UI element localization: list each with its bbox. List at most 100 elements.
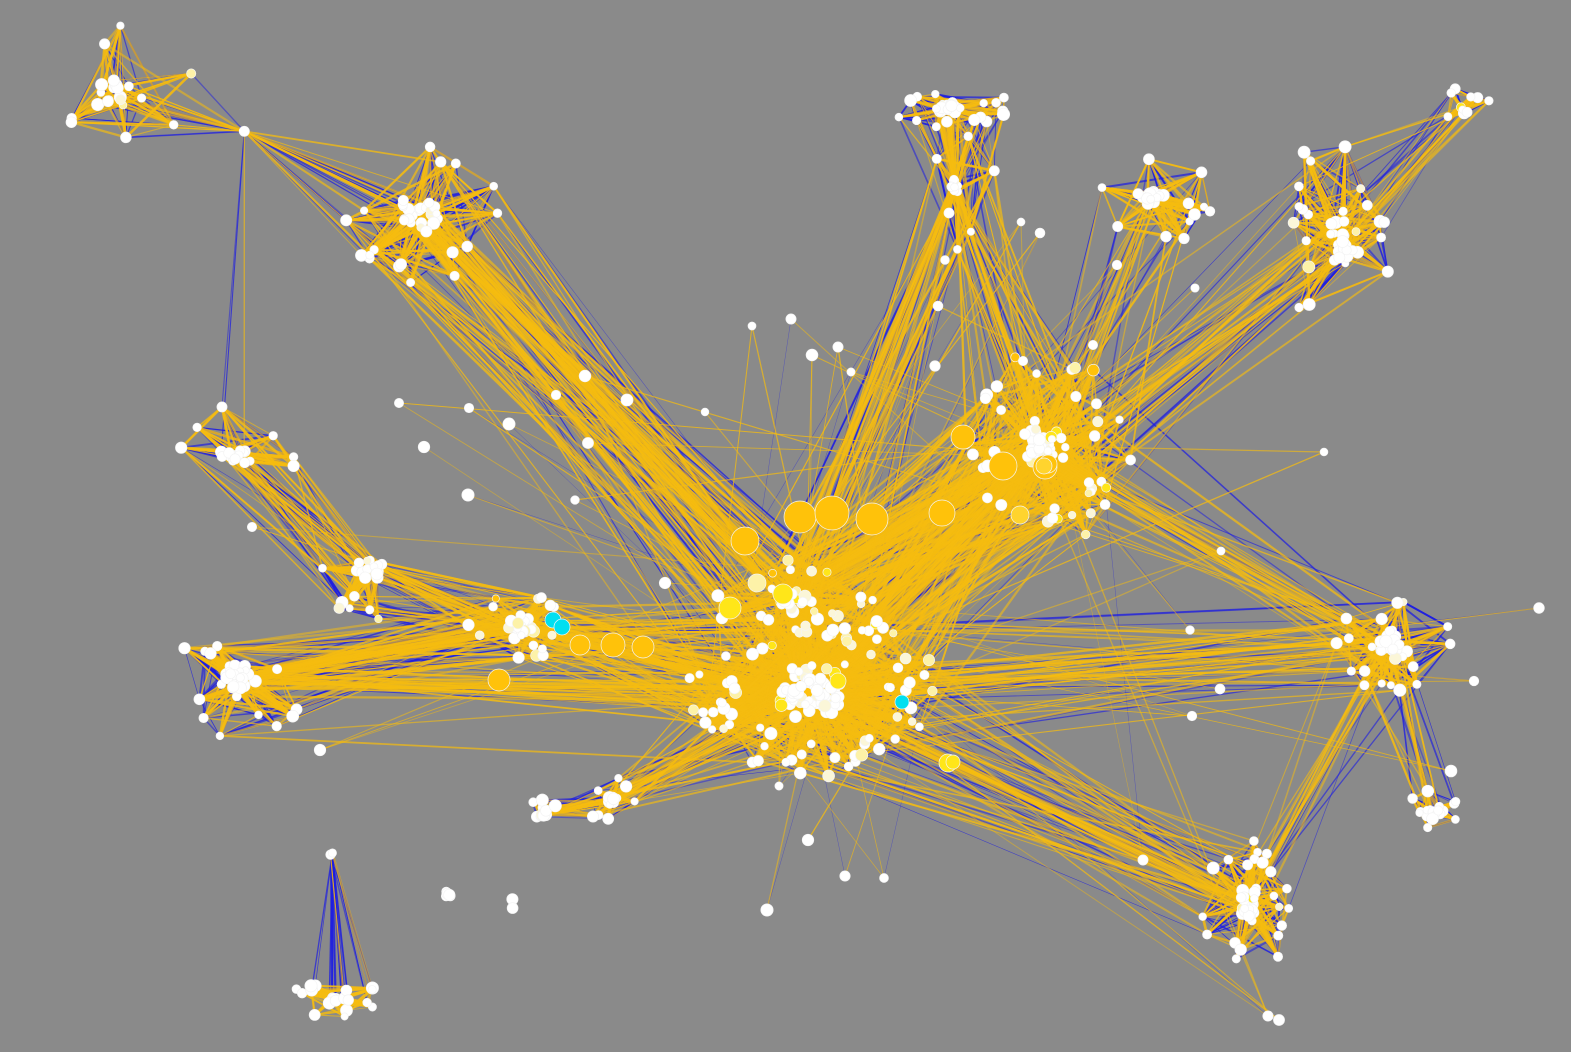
graph-node[interactable]	[846, 367, 856, 377]
graph-node[interactable]	[782, 554, 794, 566]
graph-node[interactable]	[1204, 206, 1216, 217]
graph-node[interactable]	[1087, 363, 1100, 377]
graph-node[interactable]	[1306, 156, 1316, 166]
graph-node[interactable]	[1231, 954, 1241, 964]
graph-node[interactable]	[491, 594, 500, 603]
graph-node[interactable]	[1444, 638, 1456, 650]
graph-node[interactable]	[578, 369, 592, 383]
graph-node[interactable]	[1132, 188, 1144, 200]
graph-node[interactable]	[658, 576, 672, 590]
graph-node[interactable]	[1287, 216, 1300, 229]
graph-node[interactable]	[717, 698, 727, 708]
graph-node[interactable]	[1234, 943, 1247, 956]
graph-node[interactable]	[1444, 764, 1458, 778]
graph-node[interactable]	[747, 321, 757, 331]
graph-node[interactable]	[1533, 602, 1545, 614]
graph-node[interactable]	[137, 93, 147, 103]
graph-node[interactable]	[822, 567, 832, 577]
graph-node[interactable]	[899, 652, 912, 665]
graph-node[interactable]	[547, 630, 557, 640]
graph-node[interactable]	[1294, 202, 1304, 212]
graph-node[interactable]	[1125, 454, 1136, 466]
graph-node[interactable]	[570, 495, 580, 505]
graph-node[interactable]	[800, 699, 810, 709]
graph-node[interactable]	[102, 95, 114, 108]
graph-node[interactable]	[192, 422, 202, 433]
graph-node[interactable]	[832, 341, 844, 353]
graph-node[interactable]	[785, 313, 797, 325]
graph-node[interactable]	[607, 792, 620, 805]
graph-node[interactable]	[238, 125, 250, 137]
graph-node[interactable]	[1216, 546, 1226, 556]
graph-node[interactable]	[1088, 430, 1101, 442]
graph-node[interactable]	[212, 641, 223, 652]
graph-node[interactable]	[1330, 637, 1343, 650]
graph-node[interactable]	[1336, 235, 1349, 248]
graph-node[interactable]	[979, 392, 992, 404]
graph-node[interactable]	[1326, 229, 1336, 239]
graph-node[interactable]	[95, 78, 109, 92]
graph-node[interactable]	[1085, 508, 1096, 519]
graph-node[interactable]	[1346, 666, 1356, 676]
graph-node[interactable]	[1242, 909, 1255, 922]
graph-node[interactable]	[116, 21, 125, 30]
graph-node[interactable]	[91, 97, 105, 112]
graph-node[interactable]	[995, 499, 1008, 511]
graph-node[interactable]	[708, 725, 717, 734]
graph-node[interactable]	[511, 617, 525, 630]
graph-node[interactable]	[286, 709, 300, 723]
graph-node[interactable]	[1069, 361, 1081, 374]
graph-node[interactable]	[932, 104, 941, 114]
gold-hub-node[interactable]	[772, 583, 794, 605]
graph-node[interactable]	[239, 457, 251, 469]
graph-node[interactable]	[1262, 1010, 1274, 1022]
graph-node[interactable]	[907, 717, 917, 726]
graph-node[interactable]	[806, 565, 817, 577]
graph-node[interactable]	[892, 712, 903, 722]
graph-node[interactable]	[1185, 625, 1195, 635]
graph-node[interactable]	[363, 556, 372, 565]
graph-node[interactable]	[818, 699, 832, 713]
graph-node[interactable]	[1343, 633, 1354, 644]
graph-node[interactable]	[427, 216, 441, 230]
graph-node[interactable]	[367, 985, 377, 994]
graph-node[interactable]	[1223, 854, 1234, 865]
graph-node[interactable]	[752, 755, 764, 767]
graph-node[interactable]	[235, 673, 245, 683]
graph-node[interactable]	[204, 647, 217, 660]
graph-node[interactable]	[1034, 227, 1046, 239]
graph-node[interactable]	[890, 734, 900, 744]
graph-node[interactable]	[721, 651, 731, 661]
graph-node[interactable]	[446, 246, 459, 259]
graph-node[interactable]	[193, 693, 206, 706]
graph-node[interactable]	[1032, 433, 1046, 447]
graph-node[interactable]	[931, 122, 941, 132]
graph-node[interactable]	[912, 115, 922, 126]
graph-node[interactable]	[1269, 891, 1279, 901]
graph-node[interactable]	[1301, 236, 1311, 246]
graph-node[interactable]	[370, 567, 384, 581]
graph-node[interactable]	[855, 748, 869, 762]
graph-node[interactable]	[435, 156, 447, 168]
graph-node[interactable]	[953, 244, 962, 254]
graph-node[interactable]	[1426, 812, 1439, 825]
graph-node[interactable]	[333, 602, 345, 614]
graph-node[interactable]	[894, 112, 904, 122]
graph-node[interactable]	[268, 431, 278, 441]
graph-node[interactable]	[1070, 390, 1082, 403]
graph-node[interactable]	[216, 401, 228, 413]
graph-node[interactable]	[1275, 902, 1284, 911]
graph-node[interactable]	[768, 568, 777, 578]
graph-node[interactable]	[968, 113, 981, 126]
graph-node[interactable]	[826, 623, 840, 637]
graph-node[interactable]	[1393, 683, 1407, 697]
graph-node[interactable]	[630, 797, 639, 806]
graph-node[interactable]	[614, 774, 623, 783]
graph-node[interactable]	[1202, 929, 1213, 940]
graph-node[interactable]	[417, 440, 431, 454]
graph-node[interactable]	[1284, 904, 1294, 913]
graph-node[interactable]	[872, 634, 882, 645]
graph-node[interactable]	[1056, 432, 1067, 444]
graph-node[interactable]	[1137, 854, 1149, 866]
